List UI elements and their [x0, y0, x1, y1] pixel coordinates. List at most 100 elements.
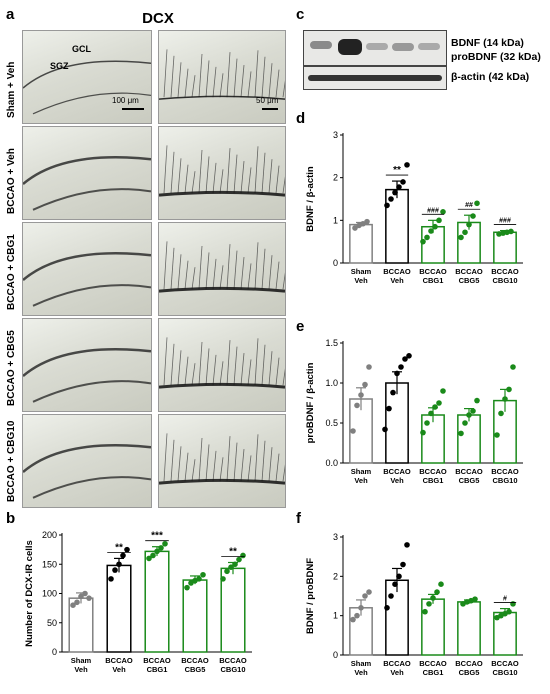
- micrograph-low-mag: [22, 318, 152, 412]
- category-label: BCCAO: [383, 267, 411, 276]
- scalebar-right: [262, 108, 278, 110]
- actin-band: [308, 75, 442, 81]
- data-point: [434, 589, 440, 595]
- data-point: [120, 552, 126, 559]
- sgz-tag: SGZ: [50, 61, 69, 71]
- data-point: [462, 420, 468, 426]
- band-label-probdnf: proBDNF (32 kDa): [451, 51, 541, 63]
- data-point: [422, 608, 428, 615]
- data-point: [510, 364, 516, 370]
- data-point: [350, 428, 356, 434]
- data-point: [224, 568, 230, 575]
- data-point: [150, 552, 156, 559]
- y-tick-label: 1.5: [325, 338, 338, 348]
- data-point: [466, 412, 472, 418]
- data-point: [200, 571, 206, 578]
- category-label: Veh: [354, 668, 368, 677]
- category-label: BCCAO: [455, 467, 483, 476]
- data-point: [508, 228, 514, 235]
- data-point: [392, 581, 398, 587]
- data-point: [432, 223, 438, 230]
- data-point: [116, 561, 122, 568]
- data-point: [398, 364, 404, 370]
- data-point: [440, 209, 446, 215]
- bar: [457, 601, 481, 656]
- category-label: Veh: [390, 668, 404, 677]
- data-point: [354, 402, 360, 409]
- category-label: BCCAO: [419, 267, 447, 276]
- data-point: [430, 595, 436, 601]
- data-point: [466, 221, 472, 228]
- category-label: BCCAO: [491, 659, 519, 668]
- data-point: [396, 573, 402, 580]
- data-point: [112, 567, 118, 573]
- band-label-bdnf: BDNF (14 kDa): [451, 37, 524, 49]
- data-point: [196, 576, 202, 582]
- category-label: Veh: [354, 476, 368, 485]
- micrograph-low-mag: [22, 414, 152, 508]
- data-point: [394, 370, 400, 377]
- panel-a-title: DCX: [142, 10, 174, 27]
- data-point: [78, 593, 84, 600]
- y-tick-label: 1.0: [325, 378, 338, 388]
- data-point: [462, 229, 468, 236]
- category-label: CBG5: [459, 276, 480, 285]
- significance-mark: ###: [427, 207, 439, 214]
- data-point: [506, 386, 512, 393]
- data-point: [396, 184, 402, 190]
- gcl-tag: GCL: [72, 44, 91, 54]
- category-label: CBG10: [492, 276, 517, 285]
- micrograph-high-mag: [158, 222, 286, 316]
- panel-f-label: f: [296, 510, 301, 527]
- neurite-trace: [159, 145, 285, 197]
- data-point: [362, 381, 368, 388]
- category-label: BCCAO: [419, 467, 447, 476]
- data-point: [162, 540, 168, 547]
- data-point: [428, 228, 434, 234]
- data-point: [400, 179, 406, 185]
- data-point: [502, 396, 508, 402]
- data-point: [354, 612, 360, 619]
- data-point: [82, 590, 88, 597]
- micrograph-high-mag: [158, 318, 286, 412]
- panel-a-label: a: [6, 6, 15, 23]
- data-point: [420, 238, 426, 245]
- significance-mark: **: [115, 542, 123, 553]
- y-tick-label: 0: [333, 258, 338, 268]
- dentate-gyrus-trace: [23, 348, 151, 403]
- y-tick-label: 200: [42, 530, 57, 540]
- neurite-trace: [159, 337, 285, 389]
- category-label: BCCAO: [143, 656, 171, 665]
- data-point: [400, 561, 406, 568]
- significance-mark: **: [229, 546, 237, 557]
- data-point: [404, 542, 410, 548]
- data-point: [236, 556, 242, 563]
- category-label: CBG10: [492, 668, 517, 677]
- data-point: [438, 581, 444, 587]
- scalebar-left: [122, 108, 144, 110]
- data-point: [402, 356, 408, 362]
- data-point: [432, 404, 438, 410]
- western-blot-actin: [303, 66, 447, 90]
- neurite-trace: [159, 241, 285, 293]
- data-point: [108, 576, 114, 582]
- data-point: [386, 405, 392, 412]
- blot-band-4: [392, 43, 414, 51]
- dentate-gyrus-trace: [23, 156, 151, 211]
- category-label: BCCAO: [219, 656, 247, 665]
- data-point: [428, 410, 434, 417]
- y-axis-label: BDNF / proBDNF: [305, 558, 316, 634]
- data-point: [358, 605, 364, 611]
- y-tick-label: 50: [47, 618, 57, 628]
- blot-band-2: [338, 39, 362, 55]
- panel-c-label: c: [296, 6, 305, 23]
- data-point: [228, 564, 234, 570]
- category-label: CBG10: [492, 476, 517, 485]
- blot-band-5: [418, 43, 440, 50]
- data-point: [86, 595, 92, 601]
